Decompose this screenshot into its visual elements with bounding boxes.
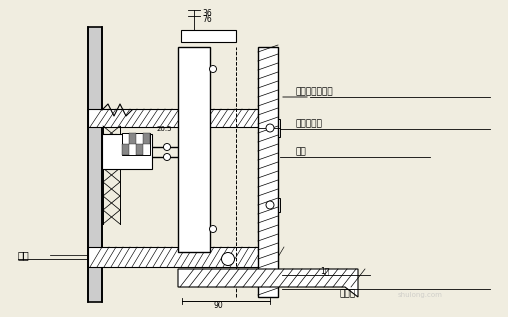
Bar [136, 144, 143, 155]
Bar [258, 119, 280, 137]
Circle shape [209, 225, 216, 232]
Bar [88, 247, 278, 267]
Bar [258, 47, 278, 297]
Text: 盲丁: 盲丁 [18, 250, 30, 260]
Text: 邻近头角现浇柱: 邻近头角现浇柱 [295, 87, 333, 96]
Circle shape [164, 144, 171, 151]
Bar [102, 134, 152, 169]
Text: 密封胶: 密封胶 [340, 289, 356, 299]
Text: 76: 76 [202, 15, 212, 23]
Bar [258, 198, 280, 212]
Polygon shape [178, 269, 358, 297]
Bar [181, 30, 236, 42]
Bar [129, 133, 136, 144]
Circle shape [164, 153, 171, 160]
Text: 法框: 法框 [295, 147, 306, 157]
Circle shape [266, 201, 274, 209]
Bar [88, 109, 273, 127]
Circle shape [209, 66, 216, 73]
Text: 20.5: 20.5 [157, 126, 173, 132]
Bar [143, 133, 150, 144]
Text: 1厚: 1厚 [320, 267, 329, 275]
Bar [122, 144, 129, 155]
Bar [88, 27, 102, 302]
Text: 石材龙骨线: 石材龙骨线 [295, 120, 322, 128]
Circle shape [221, 253, 235, 266]
Bar [122, 133, 150, 155]
Text: 90: 90 [213, 301, 223, 310]
Bar [178, 47, 210, 252]
Text: 36: 36 [202, 9, 212, 17]
Circle shape [266, 124, 274, 132]
Text: shulong.com: shulong.com [398, 292, 442, 298]
